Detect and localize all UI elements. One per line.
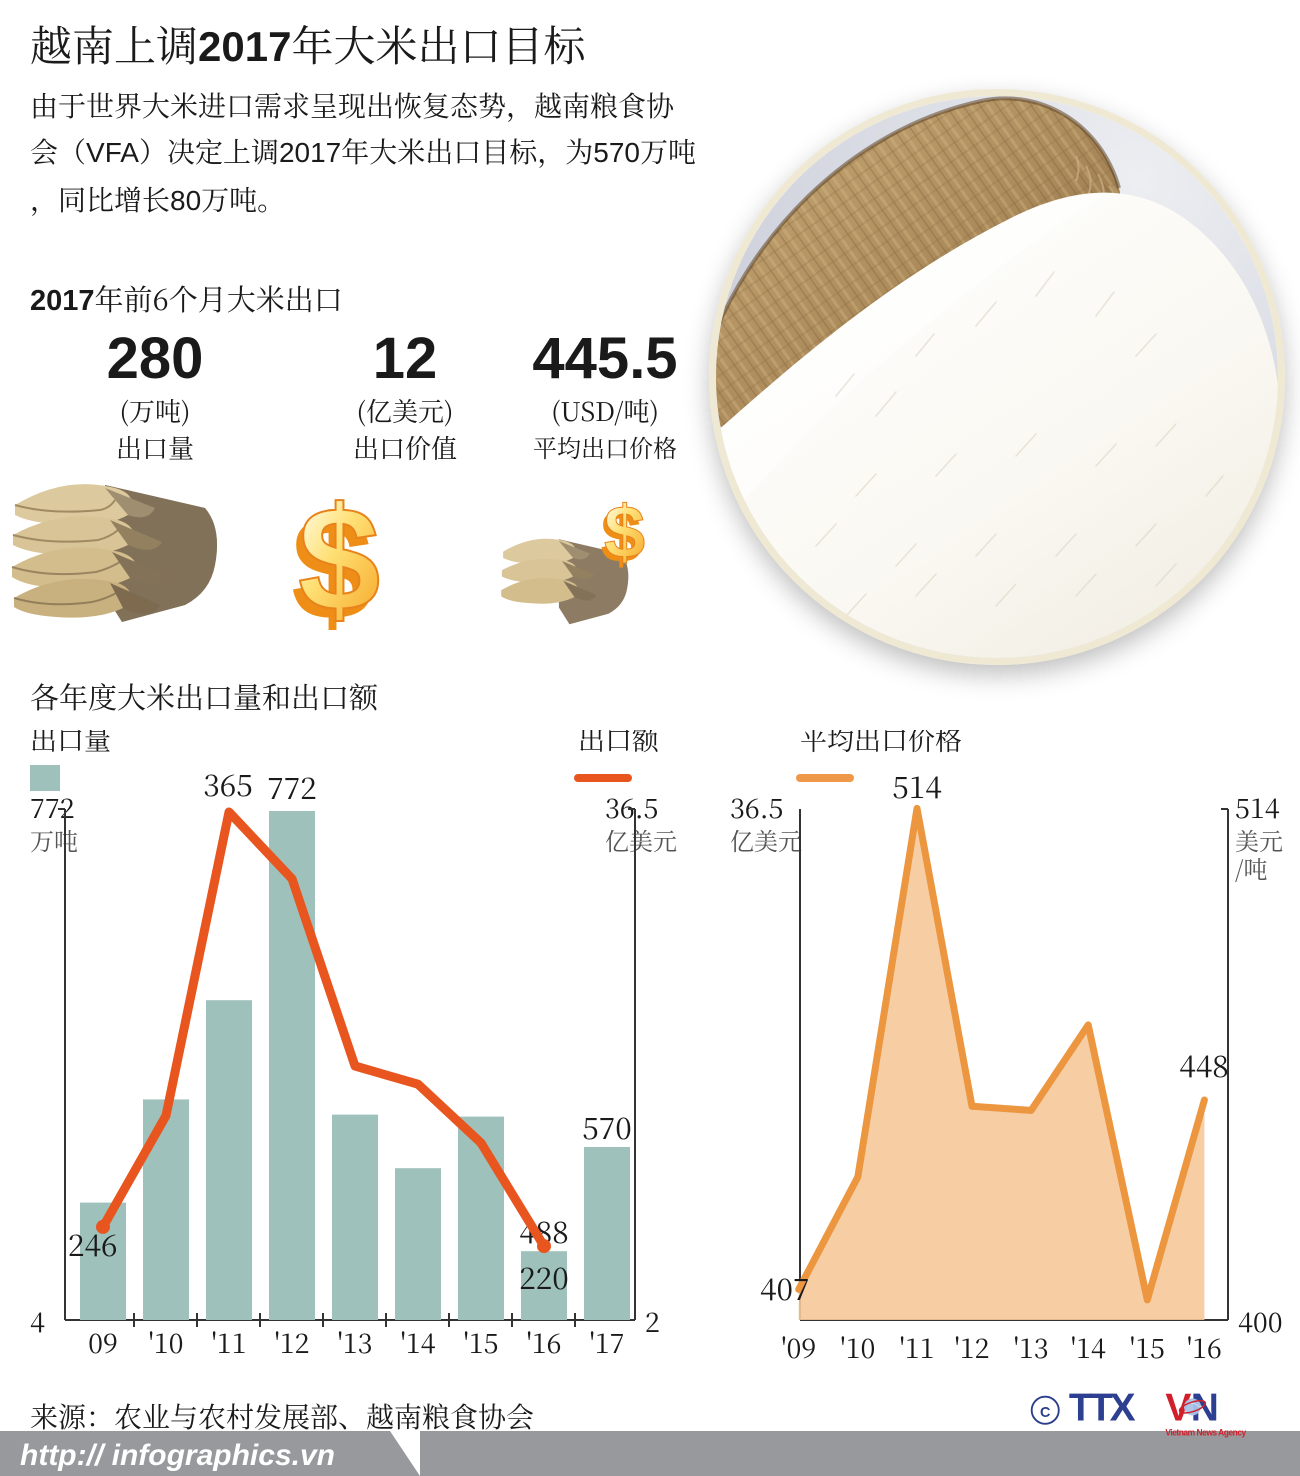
- svg-text:514: 514: [892, 763, 942, 807]
- svg-text:2: 2: [645, 1301, 660, 1340]
- svg-text:亿美元: 亿美元: [605, 822, 677, 857]
- svg-text:'15: '15: [1130, 1327, 1165, 1366]
- svg-text:514: 514: [1235, 787, 1280, 826]
- svg-text:'13: '13: [1014, 1327, 1049, 1366]
- svg-text:36.5: 36.5: [730, 787, 783, 826]
- svg-text:'17: '17: [590, 1322, 625, 1361]
- svg-text:570: 570: [582, 1104, 632, 1148]
- svg-text:'09: '09: [781, 1327, 816, 1366]
- svg-text:'11: '11: [900, 1327, 935, 1366]
- svg-text:http:// infographics.vn: http:// infographics.vn: [20, 1439, 335, 1472]
- svg-text:448: 448: [1179, 1042, 1229, 1086]
- svg-text:$: $: [604, 500, 645, 574]
- svg-text:'10: '10: [840, 1327, 875, 1366]
- svg-text:TTX: TTX: [1069, 1388, 1136, 1429]
- svg-text:亿美元: 亿美元: [730, 822, 802, 857]
- svg-text:$: $: [298, 477, 380, 642]
- svg-text:772: 772: [30, 787, 75, 826]
- svg-text:407: 407: [760, 1265, 810, 1309]
- svg-text:'12: '12: [955, 1327, 990, 1366]
- svg-text:36.5: 36.5: [605, 787, 658, 826]
- svg-text:09: 09: [88, 1322, 118, 1361]
- svg-text:246: 246: [68, 1221, 118, 1265]
- svg-text:Vietnam News Agency: Vietnam News Agency: [1165, 1428, 1246, 1438]
- svg-text:'12: '12: [275, 1322, 310, 1361]
- svg-text:'16: '16: [527, 1322, 562, 1361]
- svg-text:'14: '14: [1071, 1327, 1106, 1366]
- svg-text:万吨: 万吨: [30, 822, 78, 857]
- svg-text:'14: '14: [401, 1322, 436, 1361]
- svg-text:/吨: /吨: [1235, 850, 1267, 885]
- svg-text:'15: '15: [464, 1322, 499, 1361]
- svg-text:'10: '10: [149, 1322, 184, 1361]
- svg-text:C: C: [1040, 1405, 1050, 1421]
- svg-text:'13: '13: [338, 1322, 373, 1361]
- svg-text:出口量: 出口量: [30, 730, 111, 758]
- svg-text:'16: '16: [1187, 1327, 1222, 1366]
- svg-text:4: 4: [30, 1301, 45, 1340]
- svg-text:220: 220: [519, 1254, 569, 1298]
- svg-text:772: 772: [267, 764, 317, 808]
- svg-text:365: 365: [203, 761, 253, 805]
- svg-text:400: 400: [1238, 1301, 1283, 1340]
- svg-text:出口额: 出口额: [578, 730, 660, 758]
- svg-text:'11: '11: [212, 1322, 247, 1361]
- svg-text:平均出口价格: 平均出口价格: [800, 730, 962, 758]
